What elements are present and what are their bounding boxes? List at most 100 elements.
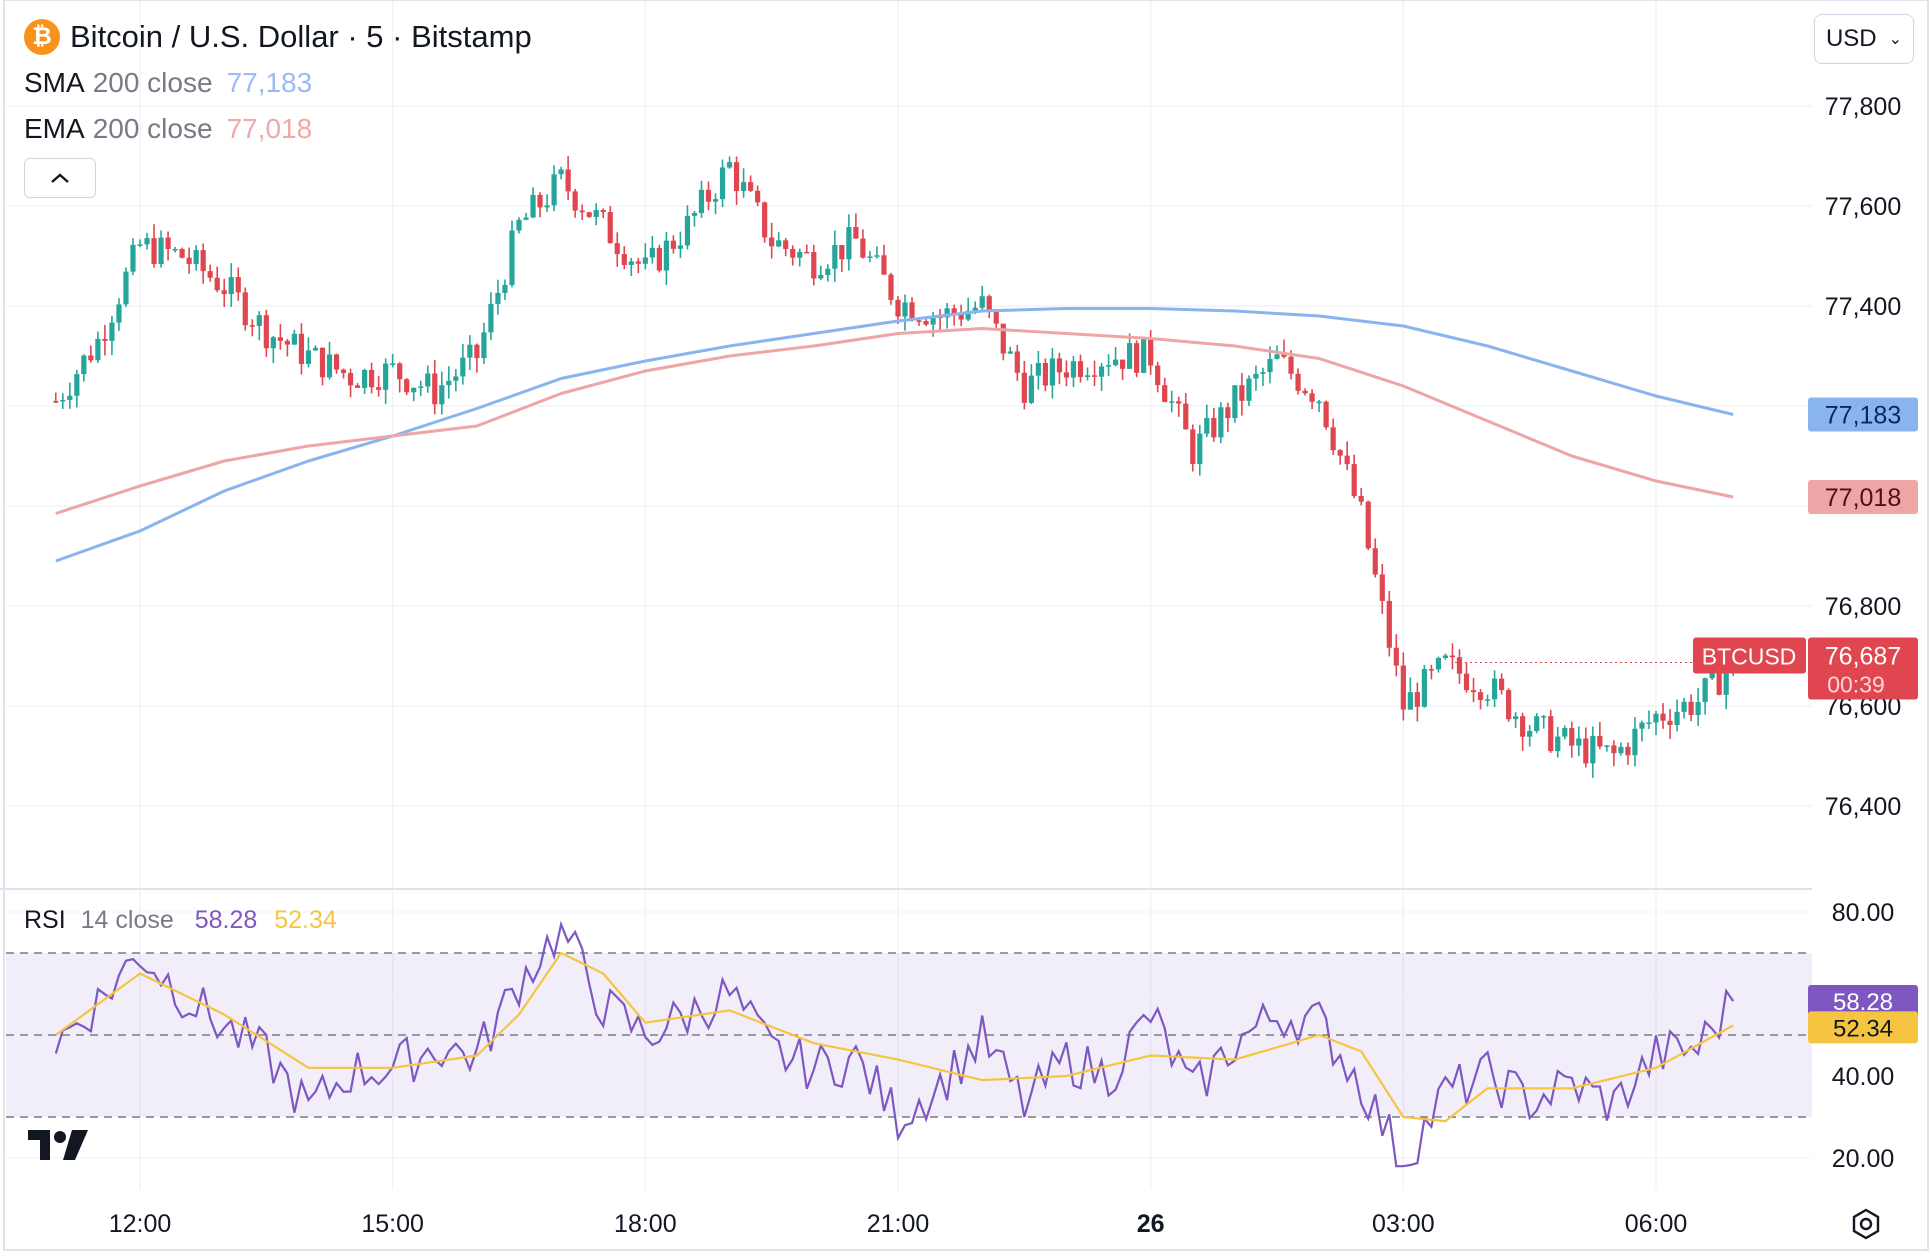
candle-body xyxy=(1316,401,1322,404)
ema-axis-tag-bg xyxy=(1808,480,1918,514)
currency-select[interactable]: USD ⌄ xyxy=(1814,14,1914,64)
candle-body xyxy=(677,245,684,249)
chart-settings-button[interactable] xyxy=(1848,1206,1884,1242)
candle-body xyxy=(902,302,908,317)
candle-body xyxy=(656,247,662,271)
candle-body xyxy=(1379,574,1385,601)
candle-body xyxy=(1253,373,1259,379)
symbol-title-row[interactable]: ₿ Bitcoin / U.S. Dollar · 5 · Bitstamp xyxy=(24,14,532,60)
candle-body xyxy=(53,401,59,403)
candle-body xyxy=(1127,343,1133,369)
time-tick-label: 12:00 xyxy=(109,1210,172,1238)
symbol-title[interactable]: Bitcoin / U.S. Dollar · 5 · Bitstamp xyxy=(70,19,532,54)
candle-body xyxy=(467,344,473,358)
candle-body xyxy=(740,182,747,192)
candle-body xyxy=(1246,378,1252,401)
candle-body xyxy=(200,250,206,272)
symbol-tag-bg xyxy=(1693,637,1806,674)
candle-body xyxy=(495,292,501,304)
candle-body xyxy=(804,251,810,254)
candle-body xyxy=(537,194,543,208)
candle-body xyxy=(1211,417,1217,438)
candle-body xyxy=(797,251,803,258)
ema-legend[interactable]: EMA 200 close 77,018 xyxy=(24,106,532,152)
candle-body xyxy=(1498,678,1505,691)
price-tick-label: 77,800 xyxy=(1825,93,1901,121)
ema-line xyxy=(55,327,1734,515)
current-price-tag-bg xyxy=(1808,637,1918,700)
candle-body xyxy=(600,210,606,212)
candle-body xyxy=(853,227,859,239)
candle-body xyxy=(958,313,964,320)
candle-body xyxy=(1435,658,1442,670)
candle-body xyxy=(319,347,326,378)
rsi-params: 14 close xyxy=(80,906,174,934)
candle-body xyxy=(558,169,564,175)
candle-body xyxy=(670,240,677,249)
candle-body xyxy=(404,379,410,393)
collapse-legend-button[interactable] xyxy=(24,158,96,198)
candle-body xyxy=(1477,692,1484,701)
candle-body xyxy=(776,240,782,247)
candle-body xyxy=(1421,669,1427,707)
candle-body xyxy=(102,338,108,341)
candle-body xyxy=(1590,735,1596,764)
rsi-legend[interactable]: RSI 14 close 58.28 52.34 xyxy=(24,906,337,935)
candle-body xyxy=(1386,600,1392,648)
candle-body xyxy=(1077,361,1084,377)
candle-body xyxy=(1709,668,1715,679)
candle-body xyxy=(221,290,227,295)
candle-body xyxy=(481,332,487,359)
candle-body xyxy=(1274,354,1280,359)
candle-body xyxy=(993,311,999,324)
candle-body xyxy=(1007,351,1013,354)
candle-body xyxy=(1134,343,1140,373)
candle-body xyxy=(733,162,740,192)
candle-body xyxy=(1225,407,1231,419)
candle-body xyxy=(1183,403,1189,430)
candle-body xyxy=(369,369,375,388)
candle-body xyxy=(530,194,536,218)
candle-body xyxy=(88,355,94,361)
candle-body xyxy=(312,347,319,351)
candle-body xyxy=(1484,699,1491,701)
rsi-name: RSI xyxy=(24,906,66,934)
candle-body xyxy=(347,373,354,386)
chevron-up-icon xyxy=(51,173,69,183)
rsi-value-tag-bg xyxy=(1808,985,1918,1018)
candle-body xyxy=(1548,716,1554,752)
candle-body xyxy=(944,308,950,318)
candle-body xyxy=(1049,358,1056,386)
sma-line xyxy=(55,307,1734,563)
candle-body xyxy=(663,240,669,271)
candle-body xyxy=(607,211,613,244)
candle-body xyxy=(1583,738,1589,764)
rsi-ma-value-tag: 52.34 xyxy=(1833,1015,1893,1042)
candle-body xyxy=(1260,372,1266,374)
sma-legend[interactable]: SMA 200 close 77,183 xyxy=(24,60,532,106)
candle-body xyxy=(1021,372,1027,403)
candle-body xyxy=(523,217,529,220)
candle-body xyxy=(1204,417,1210,434)
rsi-tick-label: 20.00 xyxy=(1832,1145,1895,1173)
candle-body xyxy=(123,271,129,305)
candle-body xyxy=(1190,429,1196,464)
chart-legend: ₿ Bitcoin / U.S. Dollar · 5 · Bitstamp S… xyxy=(24,14,532,198)
candle-body xyxy=(1035,363,1041,376)
candle-body xyxy=(705,189,712,202)
tradingview-logo[interactable] xyxy=(28,1130,90,1165)
candle-body xyxy=(544,205,550,208)
candle-body xyxy=(1506,690,1512,720)
candle-body xyxy=(397,363,403,380)
candle-body xyxy=(888,274,894,300)
candle-body xyxy=(1470,690,1477,693)
candle-body xyxy=(298,333,305,364)
candle-body xyxy=(1323,401,1329,428)
chart-frame xyxy=(3,0,1929,1251)
candle-body xyxy=(1653,713,1659,723)
candle-body xyxy=(116,304,122,323)
candle-body xyxy=(284,340,290,345)
candle-body xyxy=(1042,363,1048,386)
